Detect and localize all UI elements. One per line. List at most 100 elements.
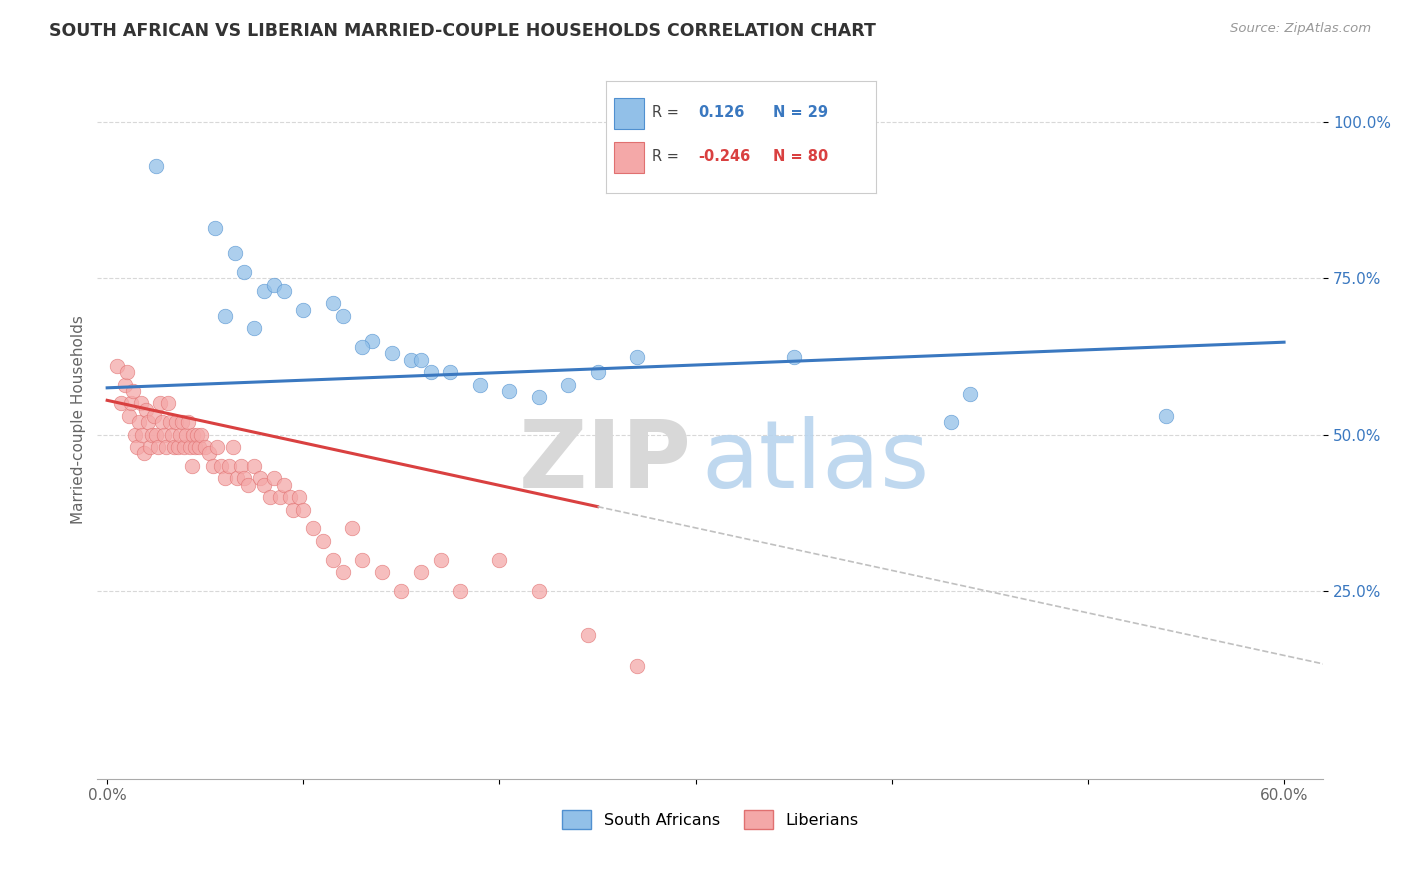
Point: [131, 427, 153, 442]
Point: [409, 566, 432, 580]
Point: [114, 377, 136, 392]
Point: [225, 471, 247, 485]
Point: [110, 396, 132, 410]
Point: [626, 659, 648, 673]
Point: [135, 402, 157, 417]
Point: [222, 440, 245, 454]
Point: [115, 365, 138, 379]
Point: [229, 458, 252, 473]
Point: [488, 553, 510, 567]
Text: Source: ZipAtlas.com: Source: ZipAtlas.com: [1230, 22, 1371, 36]
Text: ZIP: ZIP: [519, 417, 692, 508]
Point: [233, 471, 256, 485]
Point: [149, 396, 172, 410]
Point: [204, 221, 226, 235]
Point: [273, 477, 295, 491]
Point: [209, 458, 232, 473]
Point: [312, 533, 335, 548]
Point: [118, 409, 141, 423]
Point: [361, 334, 384, 348]
Point: [586, 365, 609, 379]
Point: [273, 284, 295, 298]
Point: [179, 440, 201, 454]
Point: [429, 553, 451, 567]
Point: [139, 440, 162, 454]
Point: [626, 350, 648, 364]
Point: [332, 566, 354, 580]
Point: [134, 446, 156, 460]
Legend: South Africans, Liberians: South Africans, Liberians: [555, 804, 865, 835]
Point: [166, 440, 188, 454]
Point: [155, 440, 177, 454]
Point: [576, 628, 599, 642]
Point: [498, 384, 520, 398]
Point: [138, 415, 160, 429]
Point: [253, 284, 276, 298]
Point: [145, 427, 167, 442]
Point: [153, 427, 176, 442]
Point: [253, 477, 276, 491]
Point: [302, 521, 325, 535]
Point: [527, 584, 550, 599]
Point: [174, 427, 197, 442]
Point: [105, 359, 128, 373]
Point: [292, 302, 315, 317]
Point: [156, 396, 179, 410]
Point: [409, 352, 432, 367]
Point: [214, 309, 236, 323]
Point: [141, 427, 163, 442]
Point: [160, 427, 183, 442]
Point: [184, 440, 207, 454]
Point: [283, 502, 305, 516]
Point: [782, 350, 804, 364]
Point: [159, 415, 181, 429]
Point: [371, 566, 394, 580]
Point: [1156, 409, 1178, 423]
Point: [352, 340, 374, 354]
Point: [145, 159, 167, 173]
Point: [173, 440, 195, 454]
Point: [205, 440, 228, 454]
Point: [183, 427, 205, 442]
Point: [269, 490, 291, 504]
Point: [332, 309, 354, 323]
Point: [292, 502, 315, 516]
Point: [557, 377, 579, 392]
Y-axis label: Married-couple Households: Married-couple Households: [72, 315, 86, 524]
Point: [238, 477, 260, 491]
Point: [169, 427, 191, 442]
Point: [233, 265, 256, 279]
Point: [188, 440, 211, 454]
Point: [125, 440, 148, 454]
Point: [150, 415, 173, 429]
Point: [194, 440, 217, 454]
Point: [249, 471, 271, 485]
Point: [419, 365, 441, 379]
Point: [198, 446, 221, 460]
Point: [439, 365, 461, 379]
Point: [202, 458, 225, 473]
Text: atlas: atlas: [702, 417, 929, 508]
Text: SOUTH AFRICAN VS LIBERIAN MARRIED-COUPLE HOUSEHOLDS CORRELATION CHART: SOUTH AFRICAN VS LIBERIAN MARRIED-COUPLE…: [49, 22, 876, 40]
Point: [389, 584, 412, 599]
Point: [180, 458, 202, 473]
Point: [143, 409, 166, 423]
Point: [146, 440, 169, 454]
Point: [322, 296, 344, 310]
Point: [170, 415, 193, 429]
Point: [259, 490, 281, 504]
Point: [128, 415, 150, 429]
Point: [381, 346, 404, 360]
Point: [224, 246, 246, 260]
Point: [263, 277, 285, 292]
Point: [263, 471, 285, 485]
Point: [176, 415, 198, 429]
Point: [243, 321, 266, 335]
Point: [163, 440, 186, 454]
Point: [322, 553, 344, 567]
Point: [468, 377, 491, 392]
Point: [342, 521, 364, 535]
Point: [218, 458, 240, 473]
Point: [278, 490, 301, 504]
Point: [129, 396, 152, 410]
